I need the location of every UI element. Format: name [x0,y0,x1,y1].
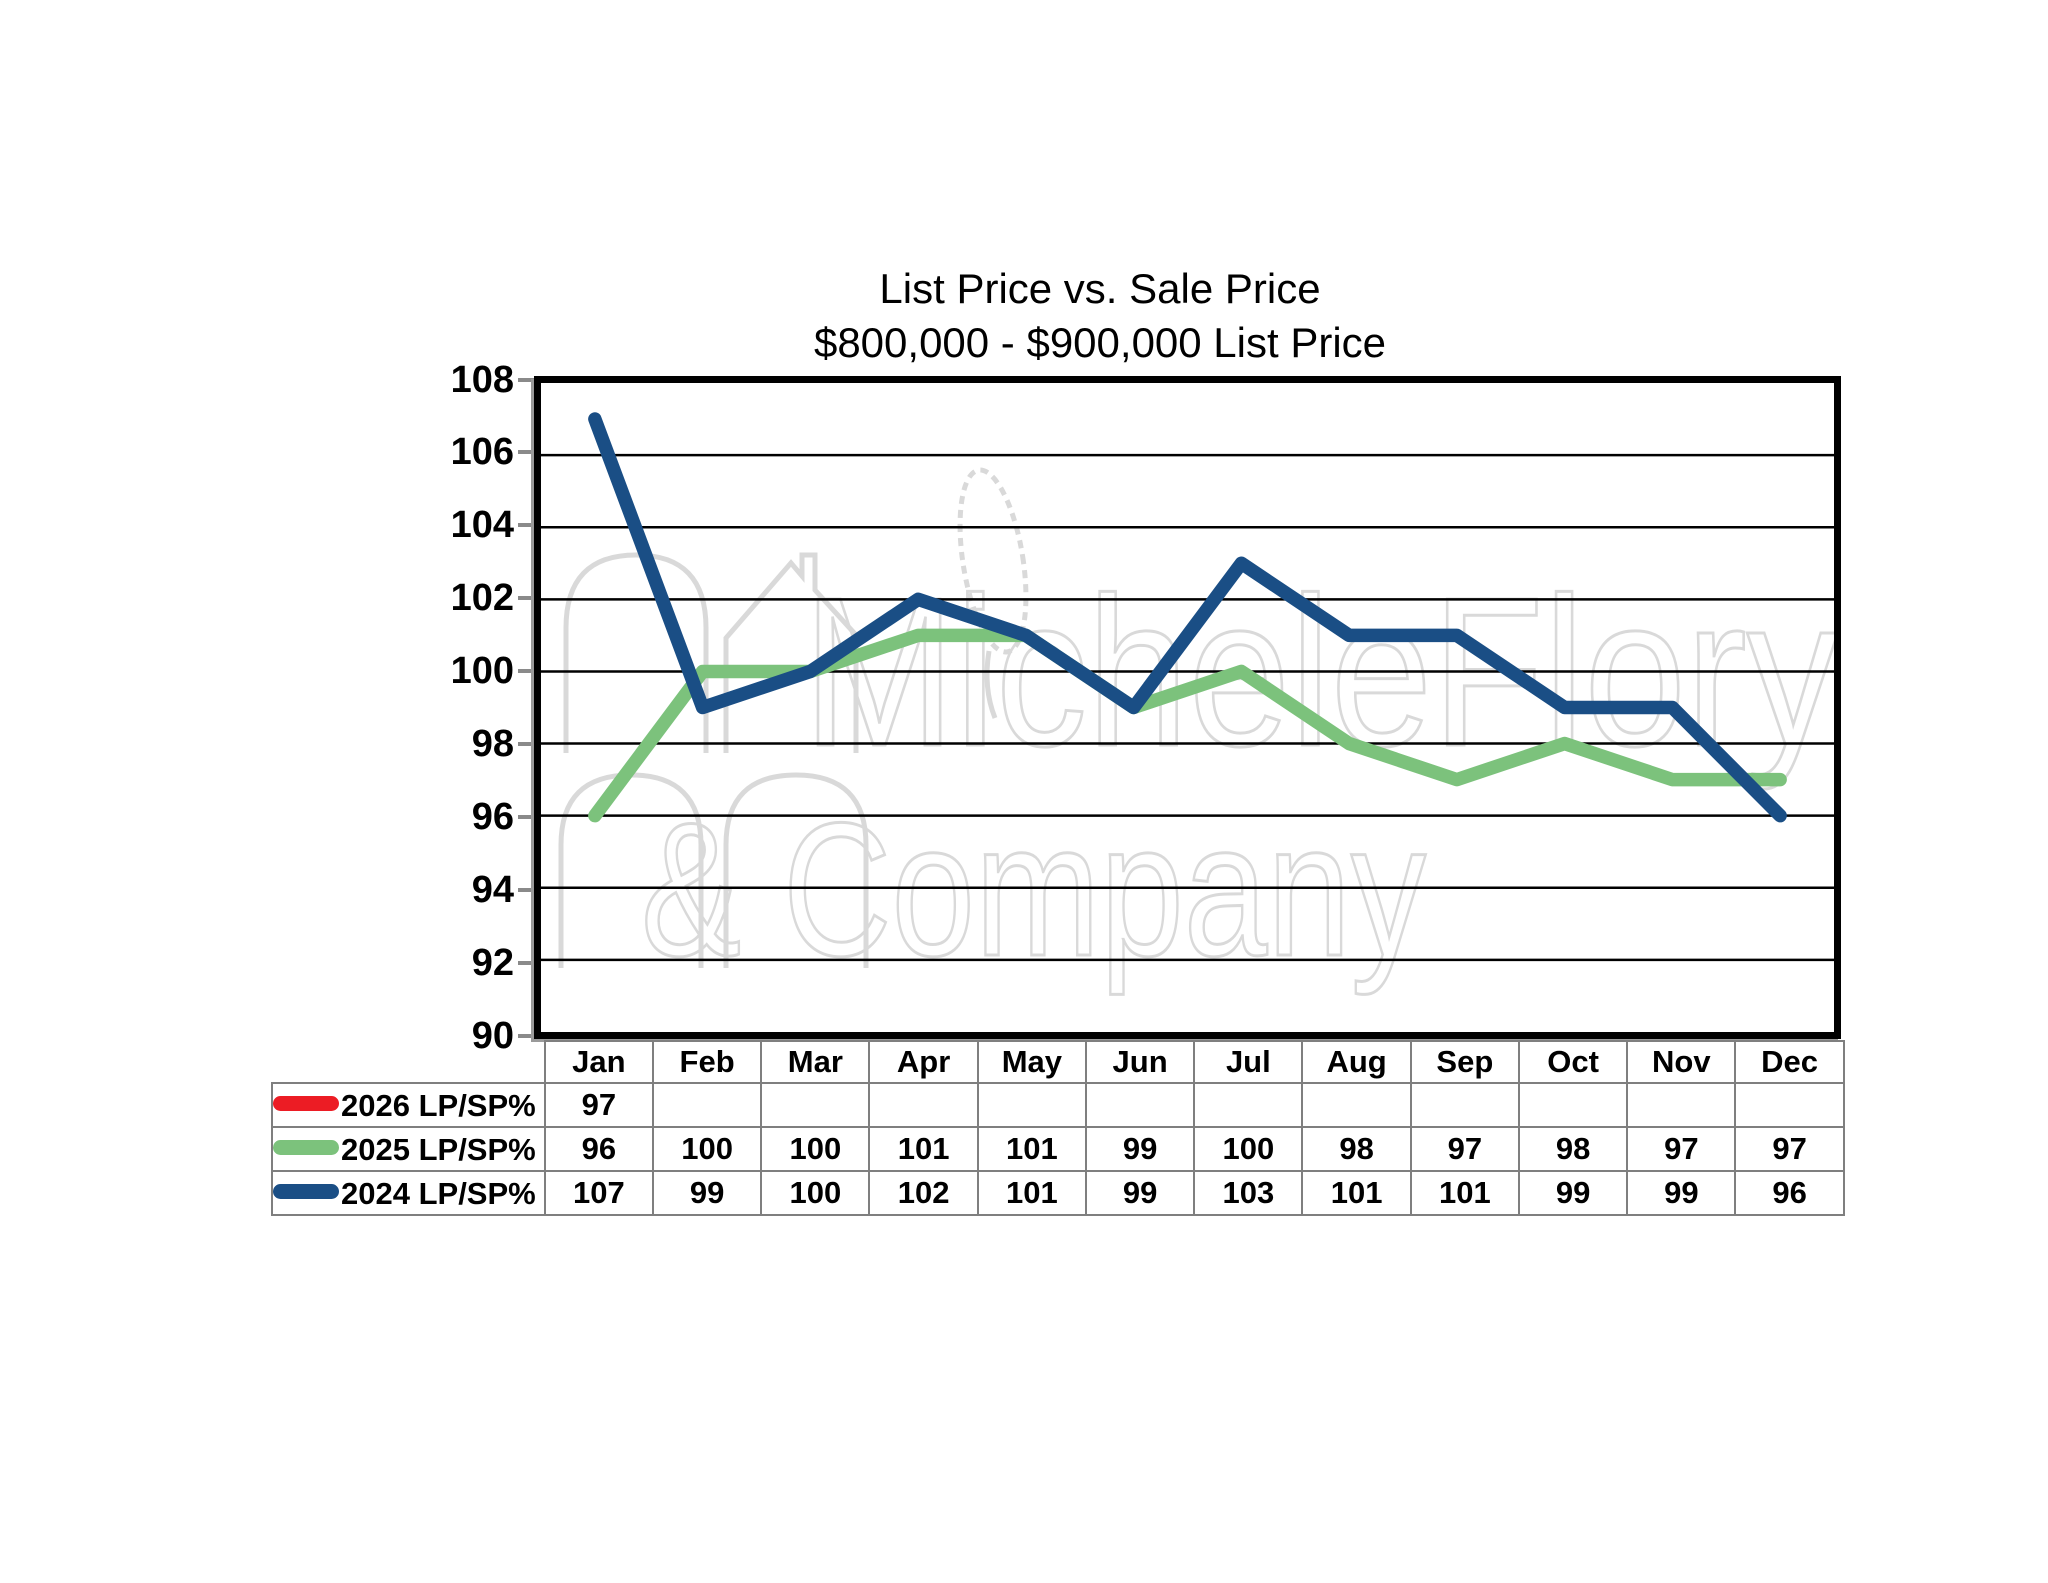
y-axis-tick [518,741,536,746]
watermark-text-2: & Company [641,784,1426,996]
value-cell [1734,1082,1845,1128]
table-corner-spacer [272,1041,545,1083]
month-header: Oct [1517,1040,1629,1084]
y-axis-tick [518,377,536,382]
value-cell: 100 [1193,1126,1304,1172]
month-header: Mar [760,1040,871,1084]
watermark-leaf-icon [957,467,1029,719]
y-axis-tick [518,450,536,455]
y-axis-label: 102 [450,577,514,620]
month-header: Feb [651,1040,763,1084]
value-cell [1193,1082,1304,1128]
month-header: May [976,1040,1087,1084]
table-row: 2025 LP/SP% 96 100 100 101 101 99 100 98 97 98 97 97 [271,1126,1845,1172]
value-cell: 96 [543,1126,654,1172]
value-cell: 101 [1409,1170,1520,1216]
legend-swatch-icon [273,1096,339,1112]
y-axis-tick [518,596,536,601]
value-cell [1626,1082,1737,1128]
value-cell: 100 [760,1170,871,1216]
value-cell: 101 [868,1126,979,1172]
legend-cell: 2026 LP/SP% [271,1082,546,1128]
value-cell [1409,1082,1520,1128]
month-header: Aug [1301,1040,1412,1084]
value-cell [651,1082,763,1128]
value-cell: 101 [976,1126,1087,1172]
month-header: Jan [543,1040,654,1084]
y-axis-tick [518,669,536,674]
value-cell [1517,1082,1629,1128]
value-cell: 98 [1301,1126,1412,1172]
y-axis-tick [518,1033,536,1038]
y-axis-label: 92 [471,941,514,984]
value-cell: 100 [651,1126,763,1172]
legend-swatch-icon [273,1140,339,1156]
y-axis-tick [518,887,536,892]
value-cell [760,1082,871,1128]
series-lines [588,412,1787,823]
y-axis-tick [518,523,536,528]
y-axis-label: 104 [450,504,514,547]
month-header: Dec [1734,1040,1845,1084]
y-axis-tick [518,960,536,965]
legend-label: 2025 LP/SP% [341,1131,536,1167]
data-table: Jan Feb Mar Apr May Jun Jul Aug Sep Oct Nov Dec 2026… [271,1040,1845,1216]
value-cell: 100 [760,1126,871,1172]
value-cell: 102 [868,1170,979,1216]
value-cell: 97 [543,1082,654,1128]
y-axis-label: 96 [471,795,514,838]
legend-label: 2024 LP/SP% [341,1175,536,1211]
y-axis-label: 100 [450,650,514,693]
month-header: Nov [1626,1040,1737,1084]
month-header: Jul [1193,1040,1304,1084]
plot-area: MicheleFlory & Company [534,376,1841,1039]
month-header: Jun [1084,1040,1196,1084]
value-cell [1084,1082,1196,1128]
value-cell [976,1082,1087,1128]
value-cell: 97 [1734,1126,1845,1172]
y-axis-tick [518,814,536,819]
value-cell: 96 [1734,1170,1845,1216]
y-axis-label: 94 [471,868,514,911]
value-cell: 98 [1517,1126,1629,1172]
value-cell [868,1082,979,1128]
value-cell: 103 [1193,1170,1304,1216]
value-cell [1301,1082,1412,1128]
table-row: 2026 LP/SP% 97 [271,1082,1845,1128]
value-cell: 101 [976,1170,1087,1216]
month-header: Apr [868,1040,979,1084]
value-cell: 99 [1084,1126,1196,1172]
value-cell: 99 [1626,1170,1737,1216]
chart-title: List Price vs. Sale Price $800,000 - $90… [814,262,1386,370]
chart-title-line1: List Price vs. Sale Price [879,265,1321,312]
legend-cell: 2025 LP/SP% [271,1126,546,1172]
legend-swatch-icon [273,1184,339,1200]
value-cell: 101 [1301,1170,1412,1216]
legend-cell: 2024 LP/SP% [271,1170,546,1216]
value-cell: 99 [651,1170,763,1216]
plot-canvas: MicheleFlory & Company [541,412,1834,998]
legend-label: 2026 LP/SP% [341,1087,536,1123]
month-header: Sep [1409,1040,1520,1084]
y-axis-label: 108 [450,358,514,401]
watermark-logo-icon [558,552,869,968]
y-axis-label: 90 [471,1014,514,1057]
value-cell: 107 [543,1170,654,1216]
value-cell: 97 [1409,1126,1520,1172]
value-cell: 99 [1517,1170,1629,1216]
y-axis-label: 98 [471,722,514,765]
value-cell: 99 [1084,1170,1196,1216]
y-axis-label: 106 [450,431,514,474]
value-cell: 97 [1626,1126,1737,1172]
watermark: MicheleFlory & Company [558,467,1834,998]
series-line-2024-lp-sp- [588,412,1787,823]
chart-title-line2: $800,000 - $900,000 List Price [813,319,1387,366]
table-row: 2024 LP/SP% 107 99 100 102 101 99 103 101 101 99 99… [271,1170,1845,1216]
